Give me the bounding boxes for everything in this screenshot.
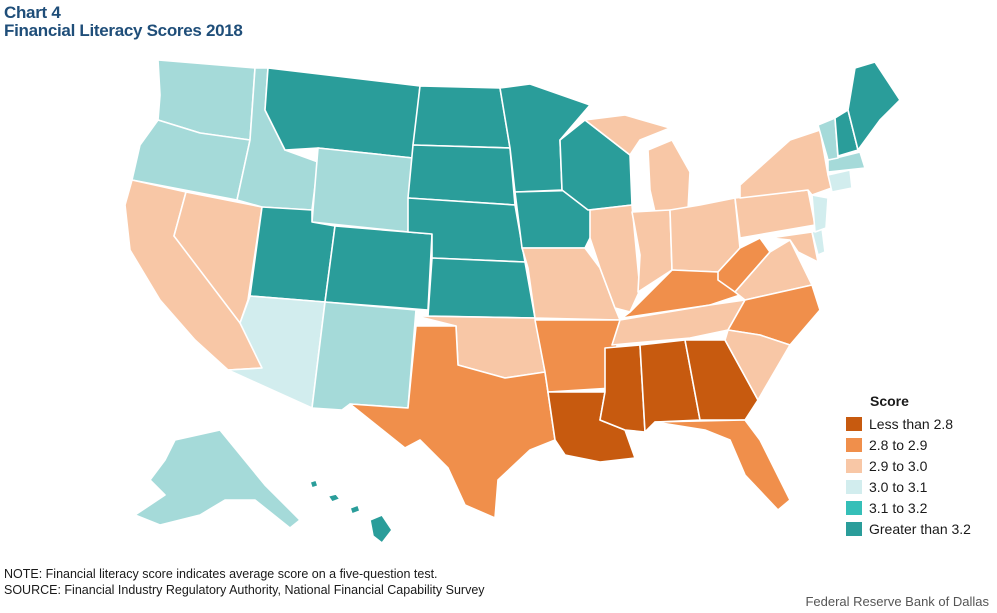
legend-item-greater-than-3-2: Greater than 3.2 [846, 518, 971, 539]
legend-title: Score [870, 393, 909, 409]
footnote: NOTE: Financial literacy score indicates… [4, 566, 485, 598]
state-sc [724, 329, 791, 401]
legend-swatch [846, 479, 862, 494]
state-vt [817, 117, 839, 161]
legend-item-3-1-to-3-2: 3.1 to 3.2 [846, 497, 971, 518]
state-hi [309, 479, 393, 544]
chart-number: Chart 4 [4, 3, 61, 22]
legend-item-2-8-to-2-9: 2.8 to 2.9 [846, 434, 971, 455]
state-ks [427, 257, 536, 319]
source-text: SOURCE: Financial Industry Regulatory Au… [4, 583, 485, 597]
legend-swatch [846, 416, 862, 431]
state-mo [521, 247, 621, 321]
state-co [324, 225, 433, 311]
state-mt [264, 67, 421, 159]
state-ak [134, 429, 301, 529]
state-tx [349, 325, 556, 519]
legend-label: Greater than 3.2 [869, 520, 971, 537]
legend-swatch [846, 458, 862, 473]
legend-label: 3.1 to 3.2 [869, 499, 928, 516]
legend-swatch [846, 437, 862, 452]
legend-label: 3.0 to 3.1 [869, 478, 928, 495]
legend-swatch [846, 500, 862, 515]
state-nj [811, 194, 829, 233]
state-sd [407, 144, 516, 206]
state-ms [599, 344, 646, 433]
state-ma [827, 151, 866, 173]
legend-label: Less than 2.8 [869, 415, 954, 432]
state-nm [311, 301, 417, 411]
state-in [631, 209, 673, 293]
legend: Score Less than 2.8 2.8 to 2.9 2.9 to 3.… [846, 393, 971, 539]
state-ga [684, 339, 759, 421]
state-ar [534, 319, 621, 393]
state-wy [311, 147, 414, 233]
state-me [847, 61, 901, 151]
credit: Federal Reserve Bank of Dallas [805, 594, 989, 609]
state-nd [412, 85, 511, 149]
note-text: NOTE: Financial literacy score indicates… [4, 567, 438, 581]
state-fl [654, 419, 791, 511]
chart-title: Chart 4 Financial Literacy Scores 2018 [4, 4, 243, 40]
chart-heading: Financial Literacy Scores 2018 [4, 21, 243, 40]
legend-label: 2.9 to 3.0 [869, 457, 928, 474]
legend-item-less-than-2-8: Less than 2.8 [846, 413, 971, 434]
state-md [769, 231, 819, 263]
legend-swatch [846, 521, 862, 536]
legend-label: 2.8 to 2.9 [869, 436, 928, 453]
legend-item-3-0-to-3-1: 3.0 to 3.1 [846, 476, 971, 497]
state-ct [827, 169, 853, 193]
state-va [734, 239, 813, 301]
legend-item-2-9-to-3-0: 2.9 to 3.0 [846, 455, 971, 476]
